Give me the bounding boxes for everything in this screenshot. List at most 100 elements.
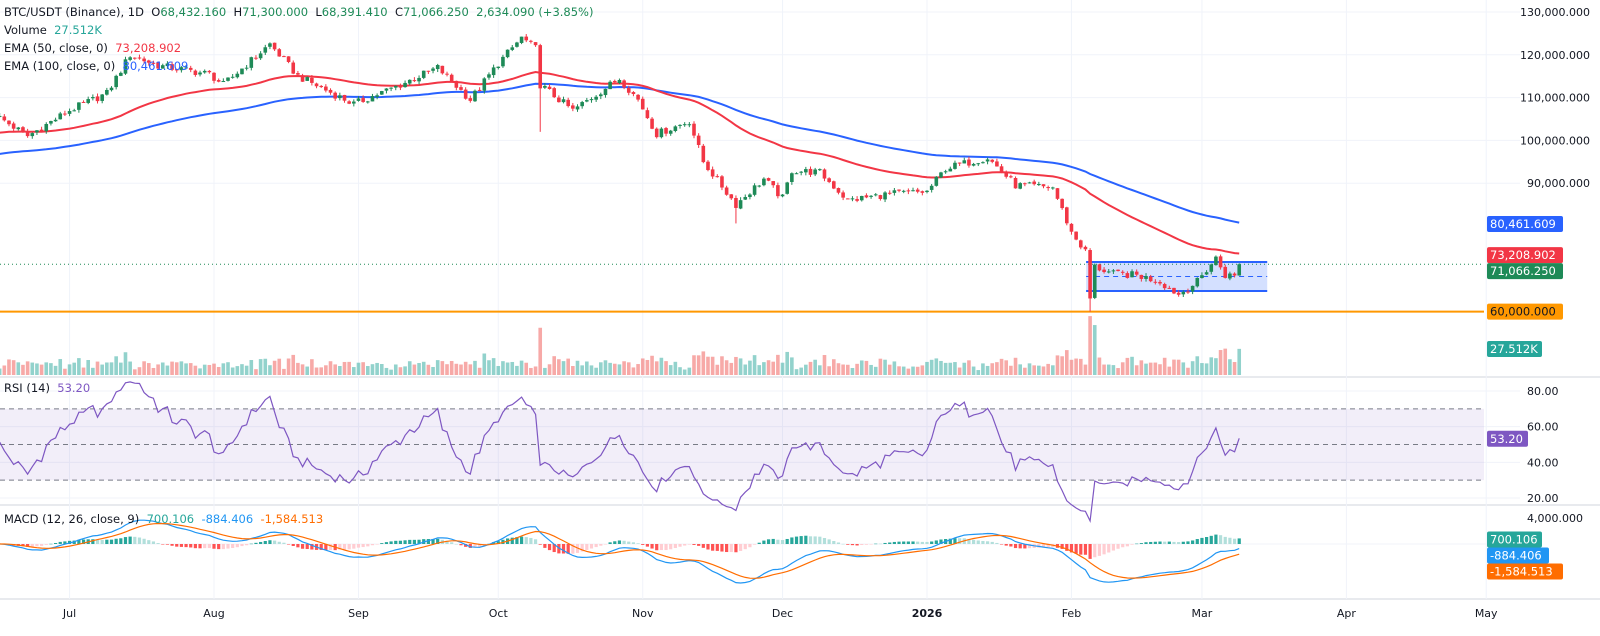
- price-axis-label: 90,000.000: [1527, 177, 1590, 190]
- candle: [673, 125, 678, 133]
- candle-body: [58, 113, 63, 120]
- candle: [1232, 272, 1237, 278]
- volume-bar: [384, 367, 389, 375]
- candle-body: [1055, 188, 1060, 199]
- candle-body: [63, 113, 67, 115]
- candle-body: [920, 191, 925, 193]
- candle-body: [11, 123, 16, 129]
- volume-bar: [999, 358, 1004, 375]
- volume-bar: [1204, 363, 1209, 375]
- volume-bar: [81, 367, 86, 375]
- candle: [170, 61, 174, 72]
- open-value: 68,432.160: [160, 5, 227, 19]
- candle: [421, 70, 426, 80]
- macd-histogram-bar: [561, 544, 566, 554]
- ema50-legend[interactable]: EMA (50, close, 0) 73,208.902: [4, 39, 181, 57]
- volume-bar: [552, 356, 556, 375]
- volume-bar: [850, 368, 855, 375]
- macd-histogram-bar: [352, 544, 356, 549]
- price-badge: 71,066.250: [1487, 263, 1563, 280]
- candle: [95, 93, 100, 104]
- candle-body: [906, 190, 911, 192]
- candle-body: [1065, 207, 1069, 224]
- candle: [915, 187, 920, 194]
- volume-bar: [160, 362, 165, 375]
- candle: [752, 183, 757, 197]
- macd-histogram-bar: [300, 544, 305, 549]
- macd-histogram-bar: [44, 544, 48, 545]
- candle: [1158, 280, 1162, 286]
- macd-histogram-bar: [1163, 541, 1167, 544]
- volume-bar: [379, 364, 384, 375]
- candle-body: [1190, 285, 1195, 292]
- volume-bar: [967, 360, 971, 375]
- rsi-legend[interactable]: RSI (14) 53.20: [4, 379, 90, 397]
- volume-bar: [971, 366, 976, 375]
- candle: [305, 76, 310, 82]
- candle-body: [7, 120, 11, 125]
- candle: [589, 97, 594, 103]
- candle: [1172, 287, 1176, 295]
- macd-badge: -884.406: [1487, 547, 1549, 564]
- macd-histogram-bar: [1223, 536, 1227, 544]
- volume-bar: [533, 366, 538, 375]
- candle: [1106, 268, 1111, 274]
- candle: [962, 157, 967, 164]
- candle-body: [435, 65, 440, 70]
- volume-bar: [77, 358, 81, 375]
- macd-histogram-bar: [1074, 544, 1078, 554]
- macd-histogram-bar: [780, 540, 785, 544]
- volume-bar: [268, 365, 272, 375]
- candle-body: [496, 66, 501, 68]
- low-value: 68,391.410: [321, 5, 388, 19]
- candle-body: [678, 124, 682, 126]
- candle-body: [519, 36, 524, 43]
- macd-histogram-bar: [389, 541, 393, 544]
- symbol-title[interactable]: BTC/USDT (Binance), 1D: [4, 5, 144, 19]
- macd-histogram-bar: [636, 543, 640, 544]
- candle: [77, 102, 81, 113]
- macd-histogram-bar: [245, 544, 249, 546]
- candle-body: [1204, 272, 1209, 275]
- candle-body: [515, 42, 519, 47]
- volume-bar: [86, 360, 90, 375]
- candle-body: [915, 189, 920, 192]
- macd-legend[interactable]: MACD (12, 26, close, 9) 700.106 -884.406…: [4, 510, 323, 528]
- candle-body: [897, 189, 901, 191]
- volume-bar: [123, 352, 128, 375]
- ema100-legend[interactable]: EMA (100, close, 0) 80,461.609: [4, 57, 188, 75]
- volume-bar: [818, 365, 822, 375]
- candle-body: [160, 65, 165, 69]
- volume-bar: [477, 367, 482, 375]
- volume-bar: [1074, 358, 1078, 375]
- candle-body: [822, 169, 827, 179]
- volume-bar: [673, 361, 678, 375]
- candle: [897, 189, 901, 193]
- macd-histogram-bar: [123, 537, 128, 544]
- candle-body: [356, 98, 361, 101]
- volume-bar: [1195, 356, 1200, 375]
- candle: [91, 94, 95, 101]
- candle-body: [673, 126, 678, 132]
- volume-bar: [640, 358, 645, 375]
- candle: [212, 72, 216, 84]
- candle: [235, 71, 240, 79]
- candle: [743, 194, 748, 200]
- volume-bar: [696, 355, 701, 375]
- candle-body: [999, 166, 1004, 173]
- volume-legend[interactable]: Volume 27.512K: [4, 21, 102, 39]
- candle: [757, 184, 762, 188]
- candle: [906, 188, 911, 195]
- candle-body: [995, 161, 999, 167]
- macd-histogram-bar: [496, 541, 500, 544]
- volume-badge-text: 27.512K: [1490, 342, 1538, 356]
- candle-body: [193, 70, 198, 75]
- candle-body: [654, 128, 659, 138]
- volume-bar: [1106, 364, 1111, 375]
- macd-histogram-bar: [771, 538, 775, 544]
- volume-bar: [300, 364, 305, 375]
- candle-body: [421, 70, 426, 78]
- volume-bar: [1055, 355, 1060, 375]
- macd-histogram-bar: [757, 542, 761, 544]
